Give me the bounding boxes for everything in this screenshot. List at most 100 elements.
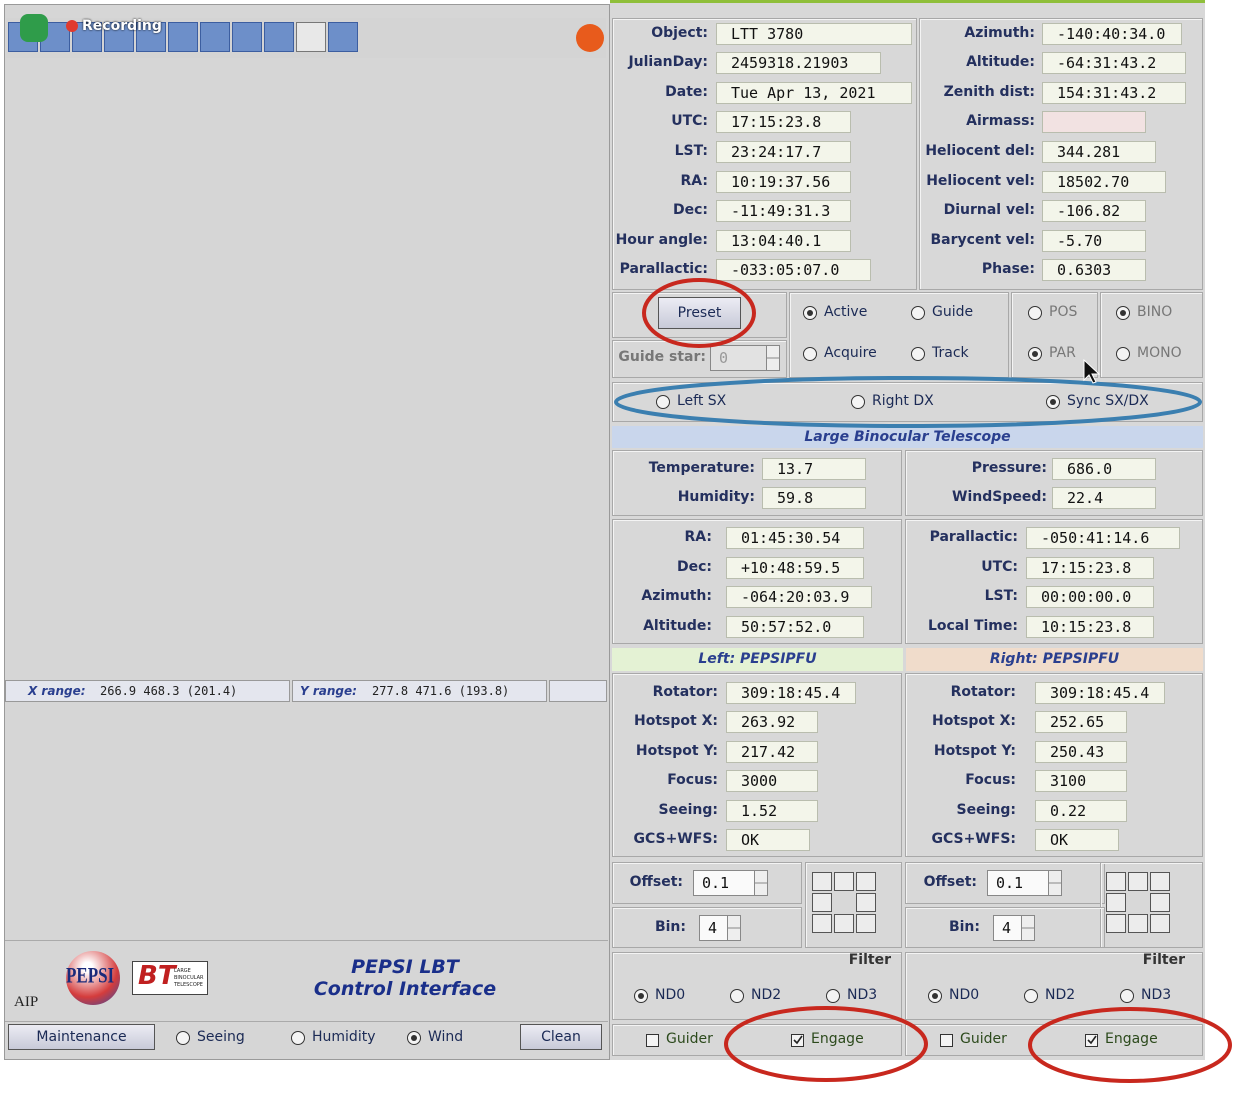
radio-label[interactable]: ND3	[847, 987, 878, 1003]
arrow-button[interactable]	[812, 893, 832, 912]
checkbox[interactable]	[940, 1034, 953, 1047]
radio-button[interactable]	[1028, 306, 1042, 320]
radio-dot	[931, 992, 938, 999]
toolbar-button[interactable]	[264, 22, 294, 52]
toolbar-button[interactable]	[200, 22, 230, 52]
toolbar-button[interactable]	[104, 22, 134, 52]
radio-label[interactable]: Guide	[932, 304, 974, 320]
arrow-button[interactable]	[812, 914, 832, 933]
range-value: 277.8 471.6 (193.8)	[372, 684, 510, 698]
radio-button[interactable]	[407, 1031, 421, 1045]
toolbar-button[interactable]	[168, 22, 198, 52]
field-label: Hotspot X:	[932, 713, 1016, 729]
range-label: X range:	[28, 684, 86, 698]
arrow-button[interactable]	[812, 872, 832, 891]
button[interactable]: Clean	[520, 1024, 602, 1050]
radio-label[interactable]: Sync SX/DX	[1067, 393, 1149, 409]
toolbar-button[interactable]	[328, 22, 358, 52]
field-label: Hotspot Y:	[933, 743, 1016, 759]
spin-arrows[interactable]	[754, 871, 767, 895]
spin-arrows[interactable]	[727, 916, 740, 940]
radio-button[interactable]	[1120, 989, 1134, 1003]
radio-label[interactable]: Track	[932, 345, 969, 361]
check-path	[1086, 1035, 1097, 1045]
field-value: 0.22	[1035, 800, 1127, 822]
arrow-button[interactable]	[1150, 893, 1170, 912]
arrow-button[interactable]	[1150, 914, 1170, 933]
arrow-button[interactable]	[834, 872, 854, 891]
checkbox[interactable]	[646, 1034, 659, 1047]
arrow-button[interactable]	[1150, 872, 1170, 891]
radio-label[interactable]: Active	[824, 304, 868, 320]
checkbox-label[interactable]: Engage	[811, 1031, 864, 1047]
arrow-button[interactable]	[856, 872, 876, 891]
group-frame	[905, 907, 1105, 948]
radio-label[interactable]: MONO	[1137, 345, 1182, 361]
app-left-bg	[4, 4, 610, 1060]
title-line: Control Interface	[313, 978, 497, 1000]
radio-label[interactable]: ND2	[751, 987, 782, 1003]
radio-button[interactable]	[826, 989, 840, 1003]
radio-label[interactable]: POS	[1049, 304, 1078, 320]
radio-button[interactable]	[291, 1031, 305, 1045]
radio-button[interactable]	[1116, 306, 1130, 320]
radio-button[interactable]	[851, 395, 865, 409]
radio-label[interactable]: Acquire	[824, 345, 877, 361]
radio-label[interactable]: ND0	[655, 987, 686, 1003]
spin-arrows[interactable]	[1048, 871, 1061, 895]
field-value: 309:18:45.4	[1035, 682, 1165, 704]
radio-label[interactable]: ND3	[1141, 987, 1172, 1003]
checkbox[interactable]	[791, 1034, 804, 1047]
radio-label[interactable]: PAR	[1049, 345, 1076, 361]
radio-label[interactable]: ND0	[949, 987, 980, 1003]
radio-button[interactable]	[911, 306, 925, 320]
toolbar-button[interactable]	[232, 22, 262, 52]
checkbox[interactable]	[1085, 1034, 1098, 1047]
arrow-button[interactable]	[1106, 914, 1126, 933]
button[interactable]: Preset	[658, 297, 741, 329]
radio-button[interactable]	[803, 306, 817, 320]
radio-label[interactable]: ND2	[1045, 987, 1076, 1003]
radio-button[interactable]	[656, 395, 670, 409]
app-logo	[576, 24, 604, 52]
toolbar-button[interactable]	[136, 22, 166, 52]
arrow-button[interactable]	[1106, 872, 1126, 891]
checkbox-label[interactable]: Guider	[960, 1031, 1007, 1047]
spin-label: Offset:	[923, 874, 977, 890]
field-label: Rotator:	[652, 684, 718, 700]
field-label: Dec:	[672, 202, 708, 218]
spin-arrows[interactable]	[766, 346, 779, 370]
arrow-button[interactable]	[1106, 893, 1126, 912]
checkbox-label[interactable]: Engage	[1105, 1031, 1158, 1047]
radio-label[interactable]: Humidity	[312, 1029, 376, 1045]
group-frame	[905, 673, 1203, 857]
checkbox-label[interactable]: Guider	[666, 1031, 713, 1047]
arrow-button[interactable]	[856, 914, 876, 933]
field-value: LTT 3780	[716, 23, 912, 45]
group-frame	[789, 292, 1009, 378]
radio-button[interactable]	[803, 347, 817, 361]
spin-arrows[interactable]	[1021, 916, 1034, 940]
radio-button[interactable]	[928, 989, 942, 1003]
radio-button[interactable]	[1046, 395, 1060, 409]
arrow-button[interactable]	[834, 914, 854, 933]
radio-button[interactable]	[1116, 347, 1130, 361]
radio-label[interactable]: BINO	[1137, 304, 1173, 320]
radio-button[interactable]	[1028, 347, 1042, 361]
radio-button[interactable]	[730, 989, 744, 1003]
arrow-button[interactable]	[1128, 872, 1148, 891]
button[interactable]: Maintenance	[8, 1024, 155, 1050]
field-label: RA:	[684, 529, 712, 545]
radio-label[interactable]: Seeing	[197, 1029, 245, 1045]
arrow-button[interactable]	[856, 893, 876, 912]
radio-label[interactable]: Wind	[428, 1029, 464, 1045]
radio-label[interactable]: Left SX	[677, 393, 727, 409]
radio-button[interactable]	[176, 1031, 190, 1045]
field-value: 252.65	[1035, 711, 1127, 733]
radio-button[interactable]	[1024, 989, 1038, 1003]
radio-button[interactable]	[634, 989, 648, 1003]
arrow-button[interactable]	[1128, 914, 1148, 933]
radio-label[interactable]: Right DX	[872, 393, 934, 409]
toolbar-button[interactable]	[296, 22, 326, 52]
radio-button[interactable]	[911, 347, 925, 361]
